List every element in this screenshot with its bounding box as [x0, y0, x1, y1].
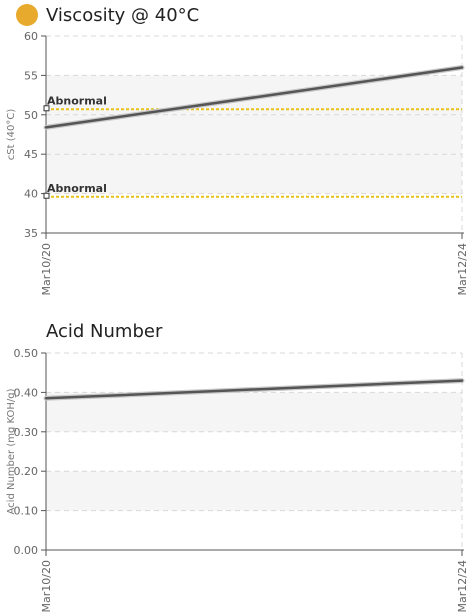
acid-number-band: [46, 471, 462, 511]
acid-number-band: [46, 353, 462, 393]
acid-number-y-tick-label: 0.30: [14, 426, 39, 439]
viscosity-y-axis-label: cSt (40°C): [6, 109, 17, 161]
acid-number-y-axis-label: Acid Number (mg KOH/g): [6, 388, 17, 514]
viscosity-y-tick-label: 40: [24, 188, 38, 201]
acid-number-band: [46, 392, 462, 432]
acid-number-series-line: [44, 379, 464, 400]
acid-number-band: [46, 431, 462, 472]
viscosity-threshold-label: Abnormal: [47, 182, 107, 195]
viscosity-threshold-label: Abnormal: [47, 94, 107, 107]
acid-number-x-tick-label: Mar10/20: [40, 560, 53, 612]
acid-number-y-tick-label: 0.10: [14, 505, 39, 518]
acid-number-chart-panel: Acid Number 0.00 0.10 0.20 0.30 0.40 0.50 Mar1…: [0, 316, 475, 615]
acid-number-y-tick-label: 0.40: [14, 386, 39, 399]
viscosity-series-line: [44, 66, 464, 129]
viscosity-x-tick-label: Mar12/24: [456, 243, 469, 295]
viscosity-band: [46, 154, 462, 194]
viscosity-threshold-marker: [43, 192, 50, 199]
status-indicator-dot: [16, 4, 38, 26]
viscosity-threshold-marker: [43, 105, 50, 112]
acid-number-chart-title: Acid Number: [46, 321, 163, 342]
acid-number-band: [46, 510, 462, 550]
viscosity-y-tick-label: 45: [24, 148, 38, 161]
viscosity-y-tick-label: 60: [24, 30, 38, 43]
acid-number-chart: 0.00 0.10 0.20 0.30 0.40 0.50 Mar10/20 Mar12/24…: [6, 347, 469, 612]
viscosity-band: [46, 114, 462, 155]
viscosity-x-tick-label: Mar10/20: [40, 243, 53, 295]
acid-number-y-tick-label: 0.20: [14, 465, 39, 478]
viscosity-y-tick-label: 50: [24, 109, 38, 122]
acid-number-y-tick-label: 0.50: [14, 347, 39, 360]
viscosity-band: [46, 36, 462, 76]
viscosity-chart-title: Viscosity @ 40°C: [46, 4, 200, 26]
viscosity-chart: 35 40 45 50 55 60 Mar10/20 Mar12/24 cSt (40°C) Ab…: [6, 30, 469, 295]
acid-number-y-tick-label: 0.00: [14, 544, 39, 557]
viscosity-band: [46, 193, 462, 233]
viscosity-y-tick-label: 55: [24, 69, 38, 82]
viscosity-title-row: Viscosity @ 40°C: [16, 2, 199, 28]
viscosity-y-tick-label: 35: [24, 227, 38, 240]
viscosity-chart-panel: Viscosity @ 40°C 35 40 45 50 55 60 Mar10/20 Mar…: [0, 0, 475, 300]
acid-number-x-tick-label: Mar12/24: [456, 560, 469, 612]
